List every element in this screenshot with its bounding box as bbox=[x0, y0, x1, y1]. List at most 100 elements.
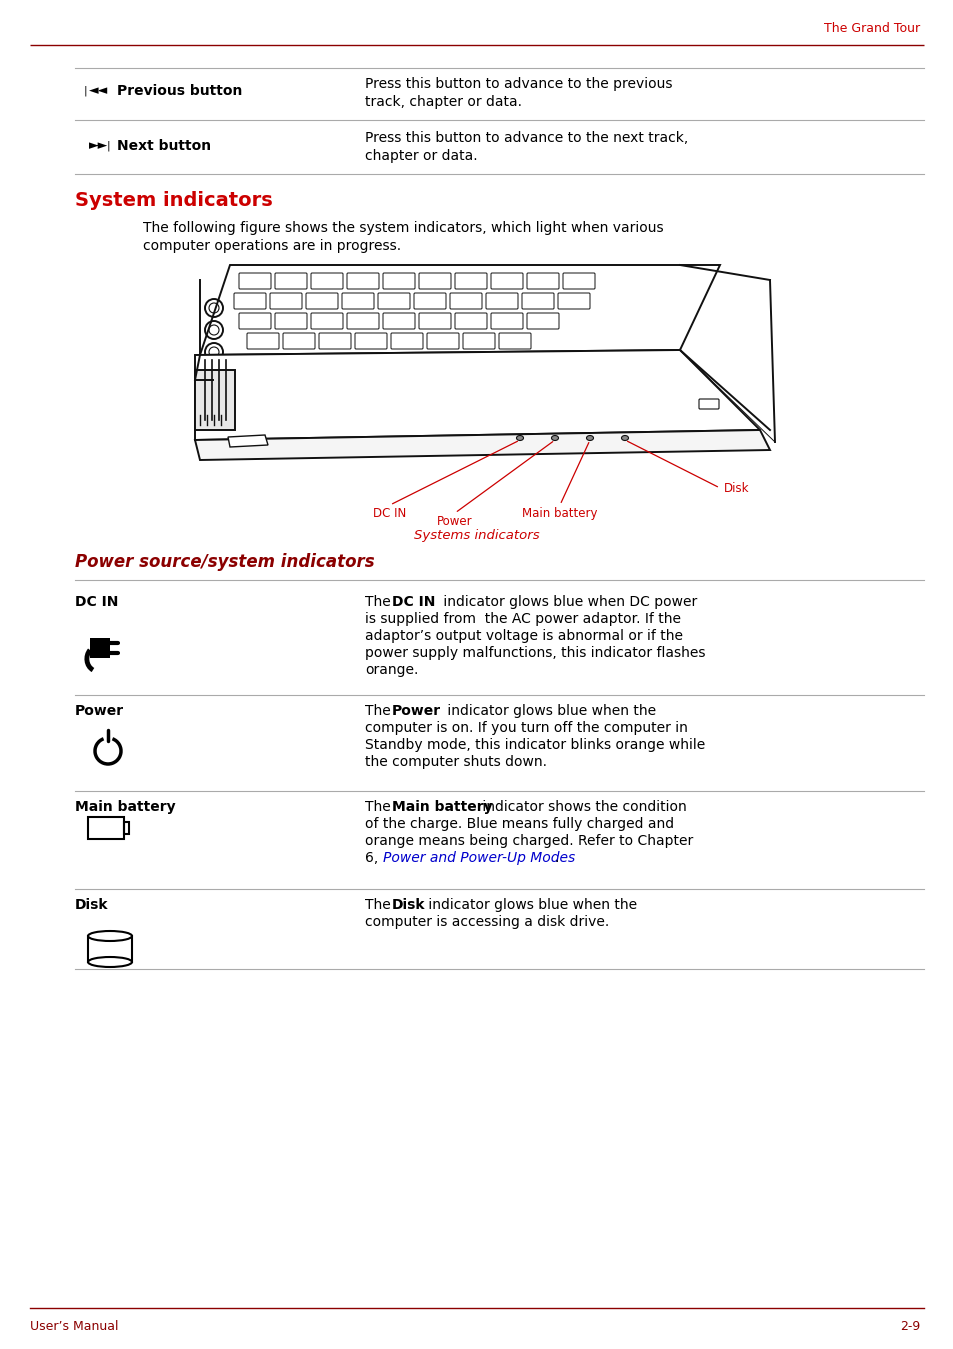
Text: DC IN: DC IN bbox=[75, 595, 118, 608]
Polygon shape bbox=[194, 349, 760, 440]
Text: track, chapter or data.: track, chapter or data. bbox=[365, 94, 521, 109]
Text: 2-9: 2-9 bbox=[899, 1319, 919, 1333]
FancyBboxPatch shape bbox=[270, 293, 302, 309]
Text: orange.: orange. bbox=[365, 662, 418, 677]
Text: |: | bbox=[84, 86, 88, 96]
FancyBboxPatch shape bbox=[347, 313, 378, 329]
Text: computer operations are in progress.: computer operations are in progress. bbox=[143, 239, 400, 254]
Text: |: | bbox=[107, 140, 111, 151]
Text: of the charge. Blue means fully charged and: of the charge. Blue means fully charged … bbox=[365, 817, 674, 831]
Text: Disk: Disk bbox=[392, 898, 425, 912]
FancyBboxPatch shape bbox=[526, 313, 558, 329]
FancyBboxPatch shape bbox=[491, 313, 522, 329]
Text: is supplied from  the AC power adaptor. If the: is supplied from the AC power adaptor. I… bbox=[365, 612, 680, 626]
FancyBboxPatch shape bbox=[306, 293, 337, 309]
Text: The Grand Tour: The Grand Tour bbox=[823, 22, 919, 35]
FancyBboxPatch shape bbox=[414, 293, 446, 309]
FancyBboxPatch shape bbox=[311, 272, 343, 289]
FancyBboxPatch shape bbox=[418, 313, 451, 329]
Text: computer is accessing a disk drive.: computer is accessing a disk drive. bbox=[365, 915, 609, 929]
Text: indicator glows blue when the: indicator glows blue when the bbox=[423, 898, 637, 912]
Text: Disk: Disk bbox=[723, 482, 749, 495]
Text: The: The bbox=[365, 595, 395, 608]
FancyBboxPatch shape bbox=[562, 272, 595, 289]
FancyBboxPatch shape bbox=[558, 293, 589, 309]
FancyBboxPatch shape bbox=[377, 293, 410, 309]
Ellipse shape bbox=[586, 436, 593, 441]
FancyBboxPatch shape bbox=[341, 293, 374, 309]
FancyBboxPatch shape bbox=[485, 293, 517, 309]
FancyBboxPatch shape bbox=[521, 293, 554, 309]
Bar bbox=[194, 370, 234, 430]
Text: The following figure shows the system indicators, which light when various: The following figure shows the system in… bbox=[143, 221, 663, 235]
Polygon shape bbox=[200, 264, 720, 355]
FancyBboxPatch shape bbox=[391, 333, 422, 349]
Text: Main battery: Main battery bbox=[392, 800, 492, 813]
Text: computer is on. If you turn off the computer in: computer is on. If you turn off the comp… bbox=[365, 720, 687, 735]
Text: The: The bbox=[365, 800, 395, 813]
Text: the computer shuts down.: the computer shuts down. bbox=[365, 755, 546, 769]
Text: Power: Power bbox=[75, 704, 124, 718]
Polygon shape bbox=[194, 430, 769, 460]
FancyBboxPatch shape bbox=[418, 272, 451, 289]
Text: Previous button: Previous button bbox=[117, 84, 242, 98]
FancyBboxPatch shape bbox=[699, 399, 719, 409]
FancyBboxPatch shape bbox=[462, 333, 495, 349]
FancyBboxPatch shape bbox=[311, 313, 343, 329]
Text: power supply malfunctions, this indicator flashes: power supply malfunctions, this indicato… bbox=[365, 646, 705, 660]
Ellipse shape bbox=[88, 956, 132, 967]
Text: Power source/system indicators: Power source/system indicators bbox=[75, 553, 375, 571]
FancyBboxPatch shape bbox=[498, 333, 531, 349]
FancyBboxPatch shape bbox=[283, 333, 314, 349]
Polygon shape bbox=[228, 434, 268, 447]
Text: orange means being charged. Refer to Chapter: orange means being charged. Refer to Cha… bbox=[365, 834, 693, 849]
FancyBboxPatch shape bbox=[491, 272, 522, 289]
FancyBboxPatch shape bbox=[382, 313, 415, 329]
Text: Standby mode, this indicator blinks orange while: Standby mode, this indicator blinks oran… bbox=[365, 738, 704, 751]
FancyBboxPatch shape bbox=[239, 313, 271, 329]
FancyBboxPatch shape bbox=[382, 272, 415, 289]
FancyBboxPatch shape bbox=[274, 313, 307, 329]
Text: Press this button to advance to the next track,: Press this button to advance to the next… bbox=[365, 131, 687, 144]
Text: User’s Manual: User’s Manual bbox=[30, 1319, 118, 1333]
Text: adaptor’s output voltage is abnormal or if the: adaptor’s output voltage is abnormal or … bbox=[365, 629, 682, 643]
FancyBboxPatch shape bbox=[455, 272, 486, 289]
FancyBboxPatch shape bbox=[274, 272, 307, 289]
FancyBboxPatch shape bbox=[526, 272, 558, 289]
Text: Main battery: Main battery bbox=[521, 507, 598, 519]
Text: DC IN: DC IN bbox=[373, 507, 406, 519]
Bar bbox=[88, 817, 124, 839]
Ellipse shape bbox=[516, 436, 523, 441]
Text: ◄◄: ◄◄ bbox=[89, 85, 108, 97]
Ellipse shape bbox=[551, 436, 558, 441]
Text: 6,: 6, bbox=[365, 851, 382, 865]
Text: Next button: Next button bbox=[117, 139, 211, 152]
Ellipse shape bbox=[620, 436, 628, 441]
FancyBboxPatch shape bbox=[347, 272, 378, 289]
Text: indicator glows blue when DC power: indicator glows blue when DC power bbox=[438, 595, 697, 608]
Text: indicator glows blue when the: indicator glows blue when the bbox=[442, 704, 656, 718]
FancyBboxPatch shape bbox=[318, 333, 351, 349]
Text: DC IN: DC IN bbox=[392, 595, 435, 608]
Text: indicator shows the condition: indicator shows the condition bbox=[477, 800, 686, 813]
Text: Press this button to advance to the previous: Press this button to advance to the prev… bbox=[365, 77, 672, 90]
Text: Power and Power-Up Modes: Power and Power-Up Modes bbox=[382, 851, 575, 865]
Text: Power: Power bbox=[436, 515, 473, 527]
Bar bbox=[90, 638, 110, 658]
FancyBboxPatch shape bbox=[233, 293, 266, 309]
Text: chapter or data.: chapter or data. bbox=[365, 148, 477, 163]
Text: ►►: ►► bbox=[89, 139, 108, 152]
FancyBboxPatch shape bbox=[239, 272, 271, 289]
FancyBboxPatch shape bbox=[427, 333, 458, 349]
Text: System indicators: System indicators bbox=[75, 190, 273, 209]
Text: Main battery: Main battery bbox=[75, 800, 175, 813]
FancyBboxPatch shape bbox=[355, 333, 387, 349]
FancyBboxPatch shape bbox=[455, 313, 486, 329]
FancyBboxPatch shape bbox=[247, 333, 278, 349]
Text: The: The bbox=[365, 704, 395, 718]
Text: Systems indicators: Systems indicators bbox=[414, 529, 539, 541]
Text: .: . bbox=[555, 851, 558, 865]
Text: Power: Power bbox=[392, 704, 440, 718]
Text: Disk: Disk bbox=[75, 898, 109, 912]
FancyBboxPatch shape bbox=[450, 293, 481, 309]
